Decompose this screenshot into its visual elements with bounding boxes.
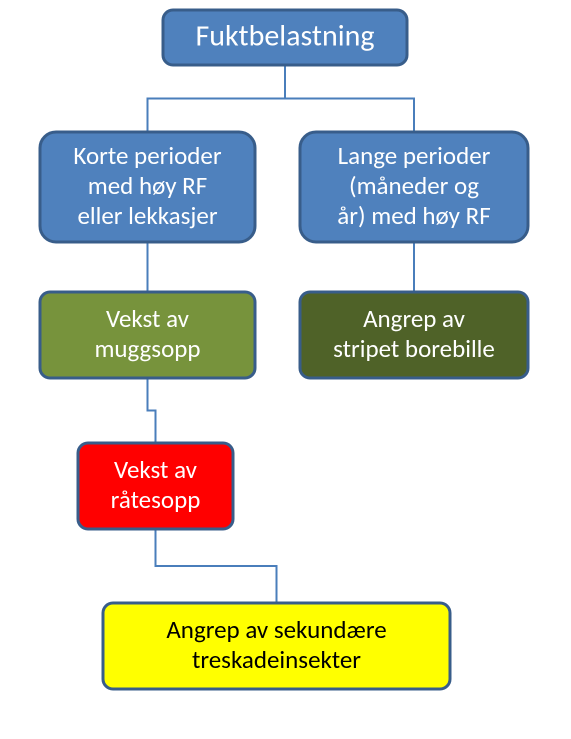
node-label: Angrep av sekundære bbox=[166, 614, 386, 645]
connector bbox=[148, 378, 156, 443]
flowchart-canvas: Fuktbelastning Korte periodermed høy RFel… bbox=[0, 0, 571, 739]
node-label: Vekst av bbox=[114, 454, 198, 485]
node-label: (måneder og bbox=[349, 170, 479, 201]
node-left1: Korte periodermed høy RFeller lekkasjer bbox=[40, 132, 255, 242]
node-right1: Lange perioder(måneder ogår) med høy RF bbox=[300, 132, 528, 242]
node-label: med høy RF bbox=[88, 170, 207, 201]
connector bbox=[156, 529, 277, 603]
node-label: Lange perioder bbox=[338, 140, 491, 171]
node-root: Fuktbelastning bbox=[163, 10, 407, 65]
node-label: Vekst av bbox=[106, 303, 190, 334]
node-label: stripet borebille bbox=[333, 333, 495, 364]
node-label: Angrep av bbox=[363, 303, 466, 334]
node-label: muggsopp bbox=[94, 333, 200, 364]
connector bbox=[148, 65, 286, 132]
node-left2: Vekst avmuggsopp bbox=[40, 292, 255, 378]
node-label: treskadeinsekter bbox=[192, 644, 361, 675]
connector bbox=[285, 65, 414, 132]
node-bottom: Angrep av sekundæretreskadeinsekter bbox=[103, 603, 450, 689]
node-right2: Angrep avstripet borebille bbox=[300, 292, 528, 378]
node-label: Korte perioder bbox=[73, 140, 221, 171]
node-label: eller lekkasjer bbox=[77, 200, 217, 231]
node-label: råtesopp bbox=[111, 484, 201, 515]
node-left3: Vekst avråtesopp bbox=[78, 443, 233, 529]
nodes-layer: Fuktbelastning Korte periodermed høy RFel… bbox=[40, 10, 528, 689]
node-label: år) med høy RF bbox=[337, 200, 490, 231]
node-label: Fuktbelastning bbox=[195, 18, 374, 55]
